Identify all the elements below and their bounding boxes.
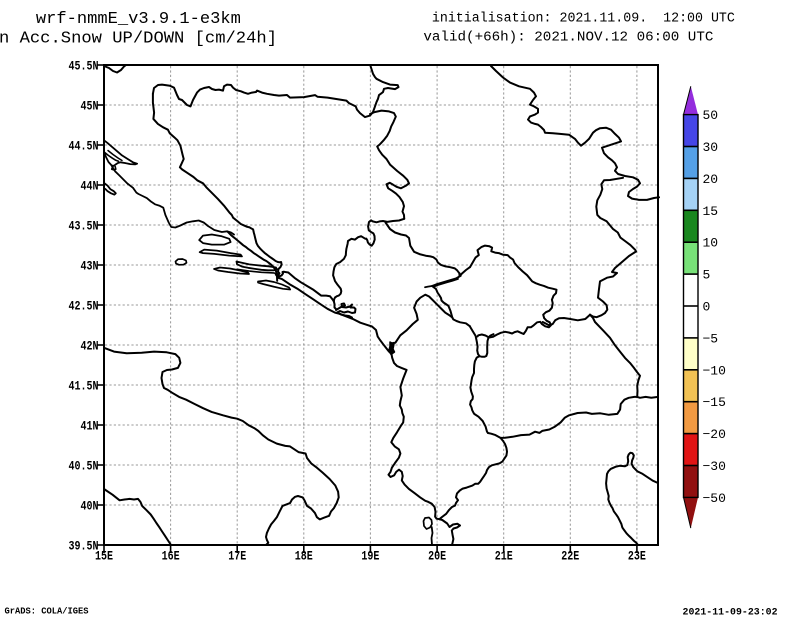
svg-text:−5: −5 [703,331,719,346]
svg-text:50: 50 [703,108,719,123]
svg-text:−50: −50 [703,491,726,506]
svg-text:44.5N: 44.5N [69,139,99,154]
svg-text:−10: −10 [703,363,726,378]
svg-text:41N: 41N [81,419,99,434]
svg-text:40N: 40N [81,499,99,514]
svg-text:21E: 21E [495,549,513,564]
svg-text:40.5N: 40.5N [69,459,99,474]
svg-text:42.5N: 42.5N [69,299,99,314]
svg-text:initialisation: 2021.11.09. 1: initialisation: 2021.11.09. 12:00 UTC [432,12,735,27]
svg-text:43N: 43N [81,259,99,274]
svg-text:−20: −20 [703,427,726,442]
svg-text:15E: 15E [95,549,113,564]
svg-text:20E: 20E [428,549,446,564]
svg-text:44N: 44N [81,179,99,194]
svg-text:−30: −30 [703,459,726,474]
svg-text:GrADS: COLA/IGES: GrADS: COLA/IGES [5,607,90,617]
svg-text:20: 20 [703,172,719,187]
svg-text:15: 15 [703,204,719,219]
svg-text:−15: −15 [703,395,726,410]
svg-text:23E: 23E [628,549,646,564]
svg-text:45N: 45N [81,99,99,114]
svg-text:42N: 42N [81,339,99,354]
svg-text:22E: 22E [561,549,579,564]
svg-text:41.5N: 41.5N [69,379,99,394]
svg-text:wrf-nmmE_v3.9.1-e3km: wrf-nmmE_v3.9.1-e3km [36,10,241,29]
svg-text:17E: 17E [228,549,246,564]
svg-text:45.5N: 45.5N [69,59,99,74]
svg-text:19E: 19E [361,549,379,564]
svg-text:2021-11-09-23:02: 2021-11-09-23:02 [683,608,778,618]
svg-text:n Acc.Snow UP/DOWN [cm/24h]: n Acc.Snow UP/DOWN [cm/24h] [0,30,277,49]
svg-text:43.5N: 43.5N [69,219,99,234]
svg-text:18E: 18E [295,549,313,564]
svg-text:10: 10 [703,236,719,251]
svg-text:16E: 16E [162,549,180,564]
svg-text:39.5N: 39.5N [69,539,99,554]
svg-text:30: 30 [703,140,719,155]
svg-text:0: 0 [703,300,711,315]
svg-text:5: 5 [703,268,711,283]
svg-text:valid(+66h): 2021.NOV.12 06:00: valid(+66h): 2021.NOV.12 06:00 UTC [423,31,713,46]
